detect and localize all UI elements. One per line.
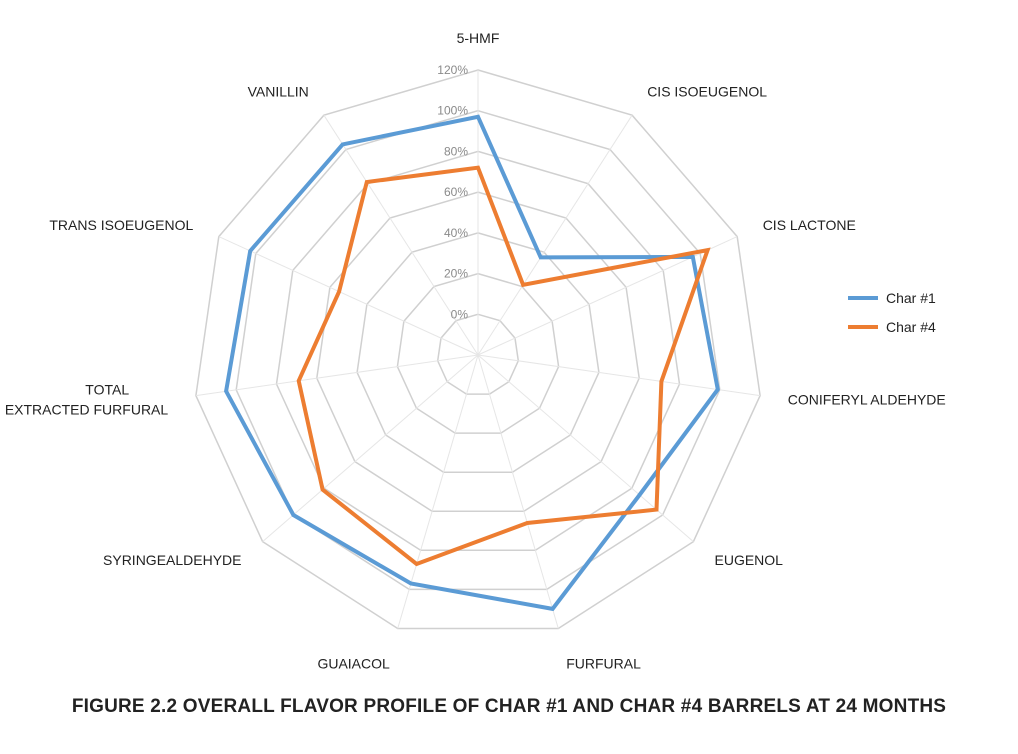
category-label: VANILLIN	[248, 84, 309, 100]
tick-label: 60%	[444, 185, 468, 199]
grid-ring	[316, 191, 640, 513]
tick-label: 120%	[437, 63, 468, 77]
grid-spoke	[477, 354, 761, 397]
grid-spoke	[477, 114, 633, 356]
category-label: FURFURAL	[566, 655, 641, 671]
category-label: CIS LACTONE	[763, 217, 856, 233]
tick-label: 0%	[451, 307, 469, 321]
grid-spoke	[477, 354, 559, 629]
legend: Char #1 Char #4	[848, 290, 936, 335]
category-label: 5-HMF	[457, 30, 500, 46]
category-label-line: EXTRACTED FURFURAL	[5, 402, 169, 418]
tick-label: 100%	[437, 104, 468, 118]
series-lines	[224, 114, 720, 612]
grid-ring	[195, 69, 761, 630]
grid-spoke	[218, 236, 479, 356]
grid-ring	[396, 272, 560, 434]
category-label: TRANS ISOEUGENOL	[49, 217, 193, 233]
radial-tick-labels: 0% 20% 40% 60% 80% 100% 120%	[437, 63, 468, 321]
category-label: EUGENOL	[715, 552, 784, 568]
category-label: CONIFERYL ALDEHYDE	[788, 392, 946, 408]
category-label-line: TOTAL	[85, 382, 129, 398]
grid-ring	[356, 232, 600, 473]
category-label: TOTAL EXTRACTED FURFURAL	[5, 382, 169, 418]
grid-spoke	[323, 114, 479, 356]
legend-label-char1: Char #1	[886, 290, 936, 306]
tick-label: 40%	[444, 226, 468, 240]
legend-label-char4: Char #4	[886, 319, 936, 335]
grid-ring	[235, 109, 721, 591]
grid-ring	[436, 313, 520, 395]
tick-label: 20%	[444, 267, 468, 281]
series-line-char4	[296, 165, 711, 567]
category-label: CIS ISOEUGENOL	[647, 84, 767, 100]
tick-label: 80%	[444, 144, 468, 158]
grid-spoke	[195, 354, 479, 397]
radar-grid	[195, 69, 761, 630]
series-line-char1	[224, 114, 720, 612]
category-label: GUAIACOL	[317, 655, 390, 671]
category-label: SYRINGEALDEHYDE	[103, 552, 241, 568]
grid-spoke	[262, 354, 479, 542]
figure-caption: FIGURE 2.2 OVERALL FLAVOR PROFILE OF CHA…	[71, 696, 947, 717]
category-labels: 5-HMF CIS ISOEUGENOL CIS LACTONE CONIFERYL …	[5, 30, 946, 671]
